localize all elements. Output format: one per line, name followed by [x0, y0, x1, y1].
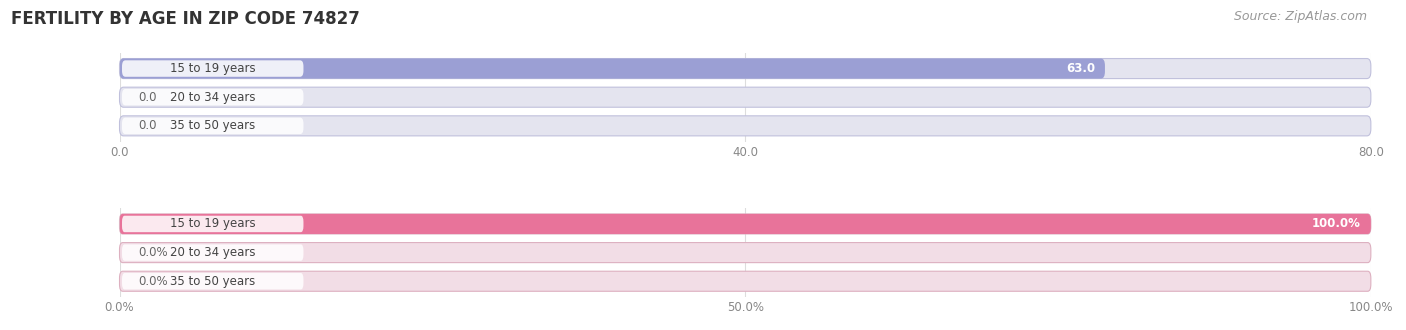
Text: 0.0: 0.0: [138, 119, 157, 132]
Text: 0.0: 0.0: [138, 91, 157, 104]
Text: 15 to 19 years: 15 to 19 years: [170, 62, 256, 75]
FancyBboxPatch shape: [120, 214, 1371, 234]
FancyBboxPatch shape: [120, 58, 1105, 79]
FancyBboxPatch shape: [122, 60, 304, 77]
FancyBboxPatch shape: [122, 89, 304, 105]
FancyBboxPatch shape: [122, 245, 304, 261]
FancyBboxPatch shape: [120, 87, 1371, 107]
FancyBboxPatch shape: [120, 214, 1371, 234]
FancyBboxPatch shape: [120, 271, 1371, 291]
Text: Source: ZipAtlas.com: Source: ZipAtlas.com: [1233, 10, 1367, 23]
FancyBboxPatch shape: [122, 216, 304, 232]
Text: 35 to 50 years: 35 to 50 years: [170, 119, 256, 132]
FancyBboxPatch shape: [120, 116, 1371, 136]
Text: 35 to 50 years: 35 to 50 years: [170, 275, 256, 288]
FancyBboxPatch shape: [122, 273, 304, 289]
FancyBboxPatch shape: [120, 58, 1371, 79]
Text: 100.0%: 100.0%: [1312, 217, 1361, 230]
Text: 20 to 34 years: 20 to 34 years: [170, 246, 256, 259]
FancyBboxPatch shape: [122, 117, 304, 134]
Text: FERTILITY BY AGE IN ZIP CODE 74827: FERTILITY BY AGE IN ZIP CODE 74827: [11, 10, 360, 28]
Text: 20 to 34 years: 20 to 34 years: [170, 91, 256, 104]
Text: 15 to 19 years: 15 to 19 years: [170, 217, 256, 230]
Text: 0.0%: 0.0%: [138, 246, 167, 259]
Text: 63.0: 63.0: [1066, 62, 1095, 75]
FancyBboxPatch shape: [120, 243, 1371, 263]
Text: 0.0%: 0.0%: [138, 275, 167, 288]
